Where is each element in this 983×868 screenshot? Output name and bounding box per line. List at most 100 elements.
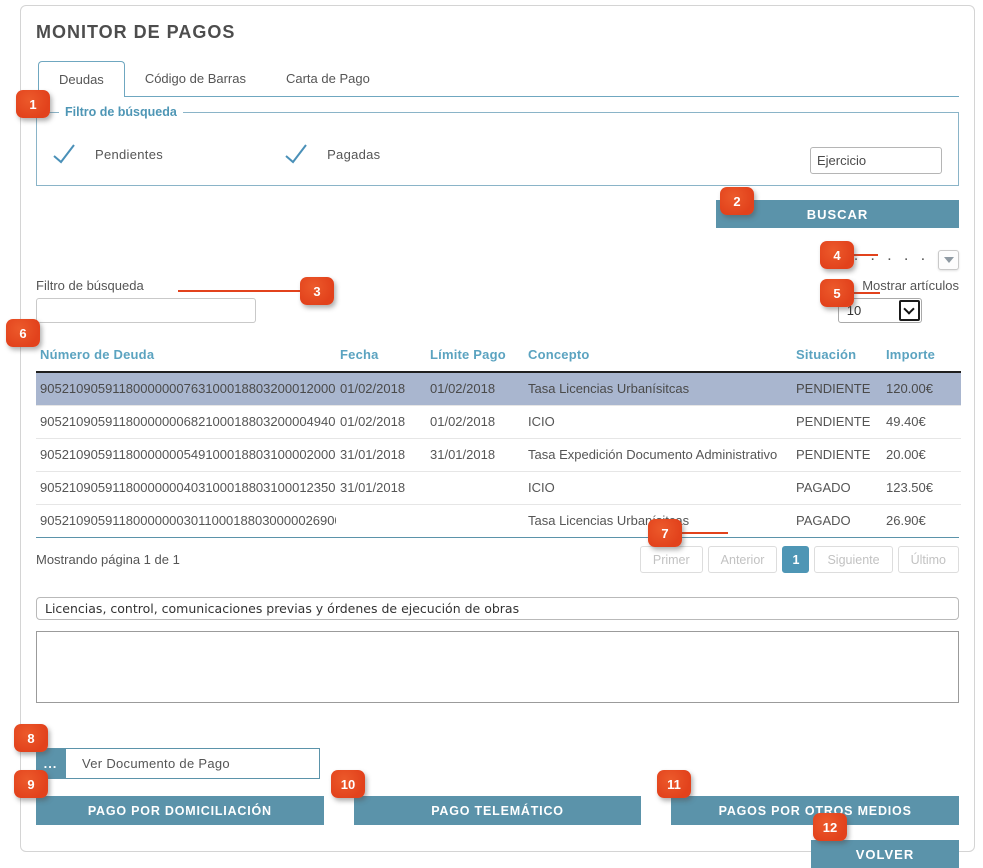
- page-title: MONITOR DE PAGOS: [36, 22, 236, 42]
- page-size-value: 10: [846, 303, 862, 318]
- column-dots: · · · · · ·: [837, 254, 930, 266]
- checkbox-pagadas[interactable]: Pagadas: [283, 143, 380, 165]
- check-icon: [283, 143, 309, 165]
- cell-limite: 01/02/2018: [426, 405, 524, 439]
- cell-concepto: ICIO: [524, 405, 792, 439]
- cell-limite: 31/01/2018: [426, 438, 524, 472]
- annotation-line-4: [850, 254, 878, 256]
- cell-limite: [426, 471, 524, 505]
- cell-numero: 9052109059118000000040310001880310001235…: [36, 471, 336, 505]
- annotation-badge-1: 1: [16, 90, 50, 118]
- cell-importe: 123.50€: [882, 471, 961, 505]
- search-filter-fieldset: Filtro de búsqueda Pendientes Pagadas: [36, 105, 959, 186]
- list-controls: Filtro de búsqueda · · · · · · Mostrar a…: [36, 250, 959, 323]
- header-importe[interactable]: Importe: [886, 347, 936, 362]
- action-pago-telemático[interactable]: PAGO TELEMÁTICO: [353, 796, 642, 825]
- page-size-select[interactable]: 10: [837, 298, 922, 323]
- checkbox-label: Pagadas: [327, 146, 381, 162]
- monitor-de-pagos-panel: MONITOR DE PAGOS Deudas Código de Barras C…: [20, 5, 975, 868]
- cell-numero: 9052109059118000000030110001880300000269…: [40, 513, 336, 529]
- cell-situacion: PAGADO: [796, 513, 851, 529]
- caret-down-icon: [943, 257, 954, 263]
- list-filter-input[interactable]: [36, 298, 256, 323]
- page-btn-primer[interactable]: Primer: [639, 546, 703, 573]
- cell-concepto: ICIO: [524, 471, 792, 505]
- cell-situacion: PAGADO: [792, 471, 882, 505]
- cell-concepto: Tasa Expedición Documento Administrativo: [524, 438, 792, 472]
- table-row[interactable]: 9052109059118000000068210001880320000494…: [36, 405, 961, 439]
- list-filter: Filtro de búsqueda: [36, 278, 256, 323]
- table-row[interactable]: 9052109059118000000076310001880320001200…: [36, 372, 961, 406]
- fieldset-legend: Filtro de búsqueda: [65, 105, 177, 119]
- cell-numero: 9052109059118000000054910001880310000200…: [36, 438, 336, 472]
- cell-importe: 120.00€: [882, 372, 961, 406]
- cell-importe: 20.00€: [882, 438, 961, 472]
- cell-limite: [426, 504, 524, 537]
- volver-row: VOLVER: [36, 840, 959, 868]
- cell-fecha: [336, 504, 426, 537]
- table-row[interactable]: 9052109059118000000030110001880300000269…: [36, 504, 961, 537]
- annotation-badge-10: 10: [331, 770, 365, 798]
- debt-table: Número de Deuda Fecha Límite Pago Concep…: [36, 339, 961, 537]
- pagination-buttons: Primer Anterior 1 Siguiente Último: [639, 546, 959, 573]
- annotation-badge-7: 7: [648, 519, 682, 547]
- annotation-badge-12: 12: [813, 813, 847, 841]
- tab-bar: Deudas Código de Barras Carta de Pago: [36, 61, 959, 97]
- notes-textarea[interactable]: [36, 631, 959, 703]
- cell-situacion: PENDIENTE: [792, 405, 882, 439]
- page-btn-siguiente[interactable]: Siguiente: [814, 546, 893, 573]
- annotation-badge-9: 9: [14, 770, 48, 798]
- cell-fecha: 01/02/2018: [336, 405, 426, 439]
- annotation-badge-8: 8: [14, 724, 48, 752]
- buscar-button[interactable]: BUSCAR: [716, 200, 959, 228]
- table-row[interactable]: 9052109059118000000040310001880310001235…: [36, 471, 961, 505]
- header-fecha[interactable]: Fecha: [340, 347, 379, 362]
- header-concepto[interactable]: Concepto: [528, 347, 590, 362]
- header-limite[interactable]: Límite Pago: [430, 347, 506, 362]
- tab-código-de-barras[interactable]: Código de Barras: [144, 71, 246, 86]
- annotation-badge-6: 6: [6, 319, 40, 347]
- checkbox-pendientes[interactable]: Pendientes: [51, 143, 163, 165]
- debt-table-wrap: Número de Deuda Fecha Límite Pago Concep…: [36, 339, 961, 538]
- list-display-controls: · · · · · · Mostrar artículos 10: [837, 250, 959, 323]
- annotation-badge-2: 2: [720, 187, 754, 215]
- cell-fecha: 31/01/2018: [336, 438, 426, 472]
- table-row[interactable]: 9052109059118000000054910001880310000200…: [36, 438, 961, 472]
- pagination-status: Mostrando página 1 de 1: [36, 552, 180, 567]
- annotation-line-3: [178, 290, 306, 292]
- annotation-badge-5: 5: [820, 279, 854, 307]
- cell-importe: 26.90€: [886, 513, 926, 529]
- table-header-row: Número de Deuda Fecha Límite Pago Concep…: [36, 339, 961, 372]
- cell-situacion: PENDIENTE: [792, 438, 882, 472]
- cell-numero: 9052109059118000000068210001880320000494…: [36, 405, 336, 439]
- cell-situacion: PENDIENTE: [792, 372, 882, 406]
- cell-numero: 9052109059118000000076310001880320001200…: [36, 372, 336, 406]
- cell-fecha: 31/01/2018: [336, 471, 426, 505]
- buscar-row: BUSCAR: [36, 200, 959, 228]
- annotation-badge-4: 4: [820, 241, 854, 269]
- concept-description-input[interactable]: [36, 597, 959, 620]
- column-dropdown-button[interactable]: [938, 250, 959, 270]
- list-filter-label: Filtro de búsqueda: [36, 278, 144, 293]
- chevron-down-icon: [898, 300, 920, 321]
- header-situacion[interactable]: Situación: [796, 347, 857, 362]
- checkbox-label: Pendientes: [95, 146, 164, 162]
- tab-deudas[interactable]: Deudas: [38, 61, 125, 97]
- cell-fecha: 01/02/2018: [336, 372, 426, 406]
- cell-limite: 01/02/2018: [426, 372, 524, 406]
- page-btn-último[interactable]: Último: [897, 546, 959, 573]
- cell-importe: 49.40€: [882, 405, 961, 439]
- volver-button[interactable]: VOLVER: [811, 840, 959, 868]
- ejercicio-input[interactable]: [810, 147, 942, 174]
- pagination-row: Mostrando página 1 de 1 Primer Anterior 1 S…: [36, 546, 959, 573]
- checkbox-row: Pendientes Pagadas: [51, 143, 944, 165]
- tab-carta-de-pago[interactable]: Carta de Pago: [285, 71, 370, 86]
- column-toggle-row: · · · · · ·: [838, 250, 959, 270]
- annotation-badge-11: 11: [657, 770, 691, 798]
- view-payment-document[interactable]: Ver Documento de Pago: [65, 748, 320, 779]
- action-pago-por-domiciliación[interactable]: PAGO POR DOMICILIACIÓN: [36, 796, 324, 825]
- page-btn-1[interactable]: 1: [782, 546, 810, 573]
- document-row: ... Ver Documento de Pago: [36, 748, 959, 779]
- header-numero[interactable]: Número de Deuda: [40, 347, 155, 362]
- page-btn-anterior[interactable]: Anterior: [707, 546, 778, 573]
